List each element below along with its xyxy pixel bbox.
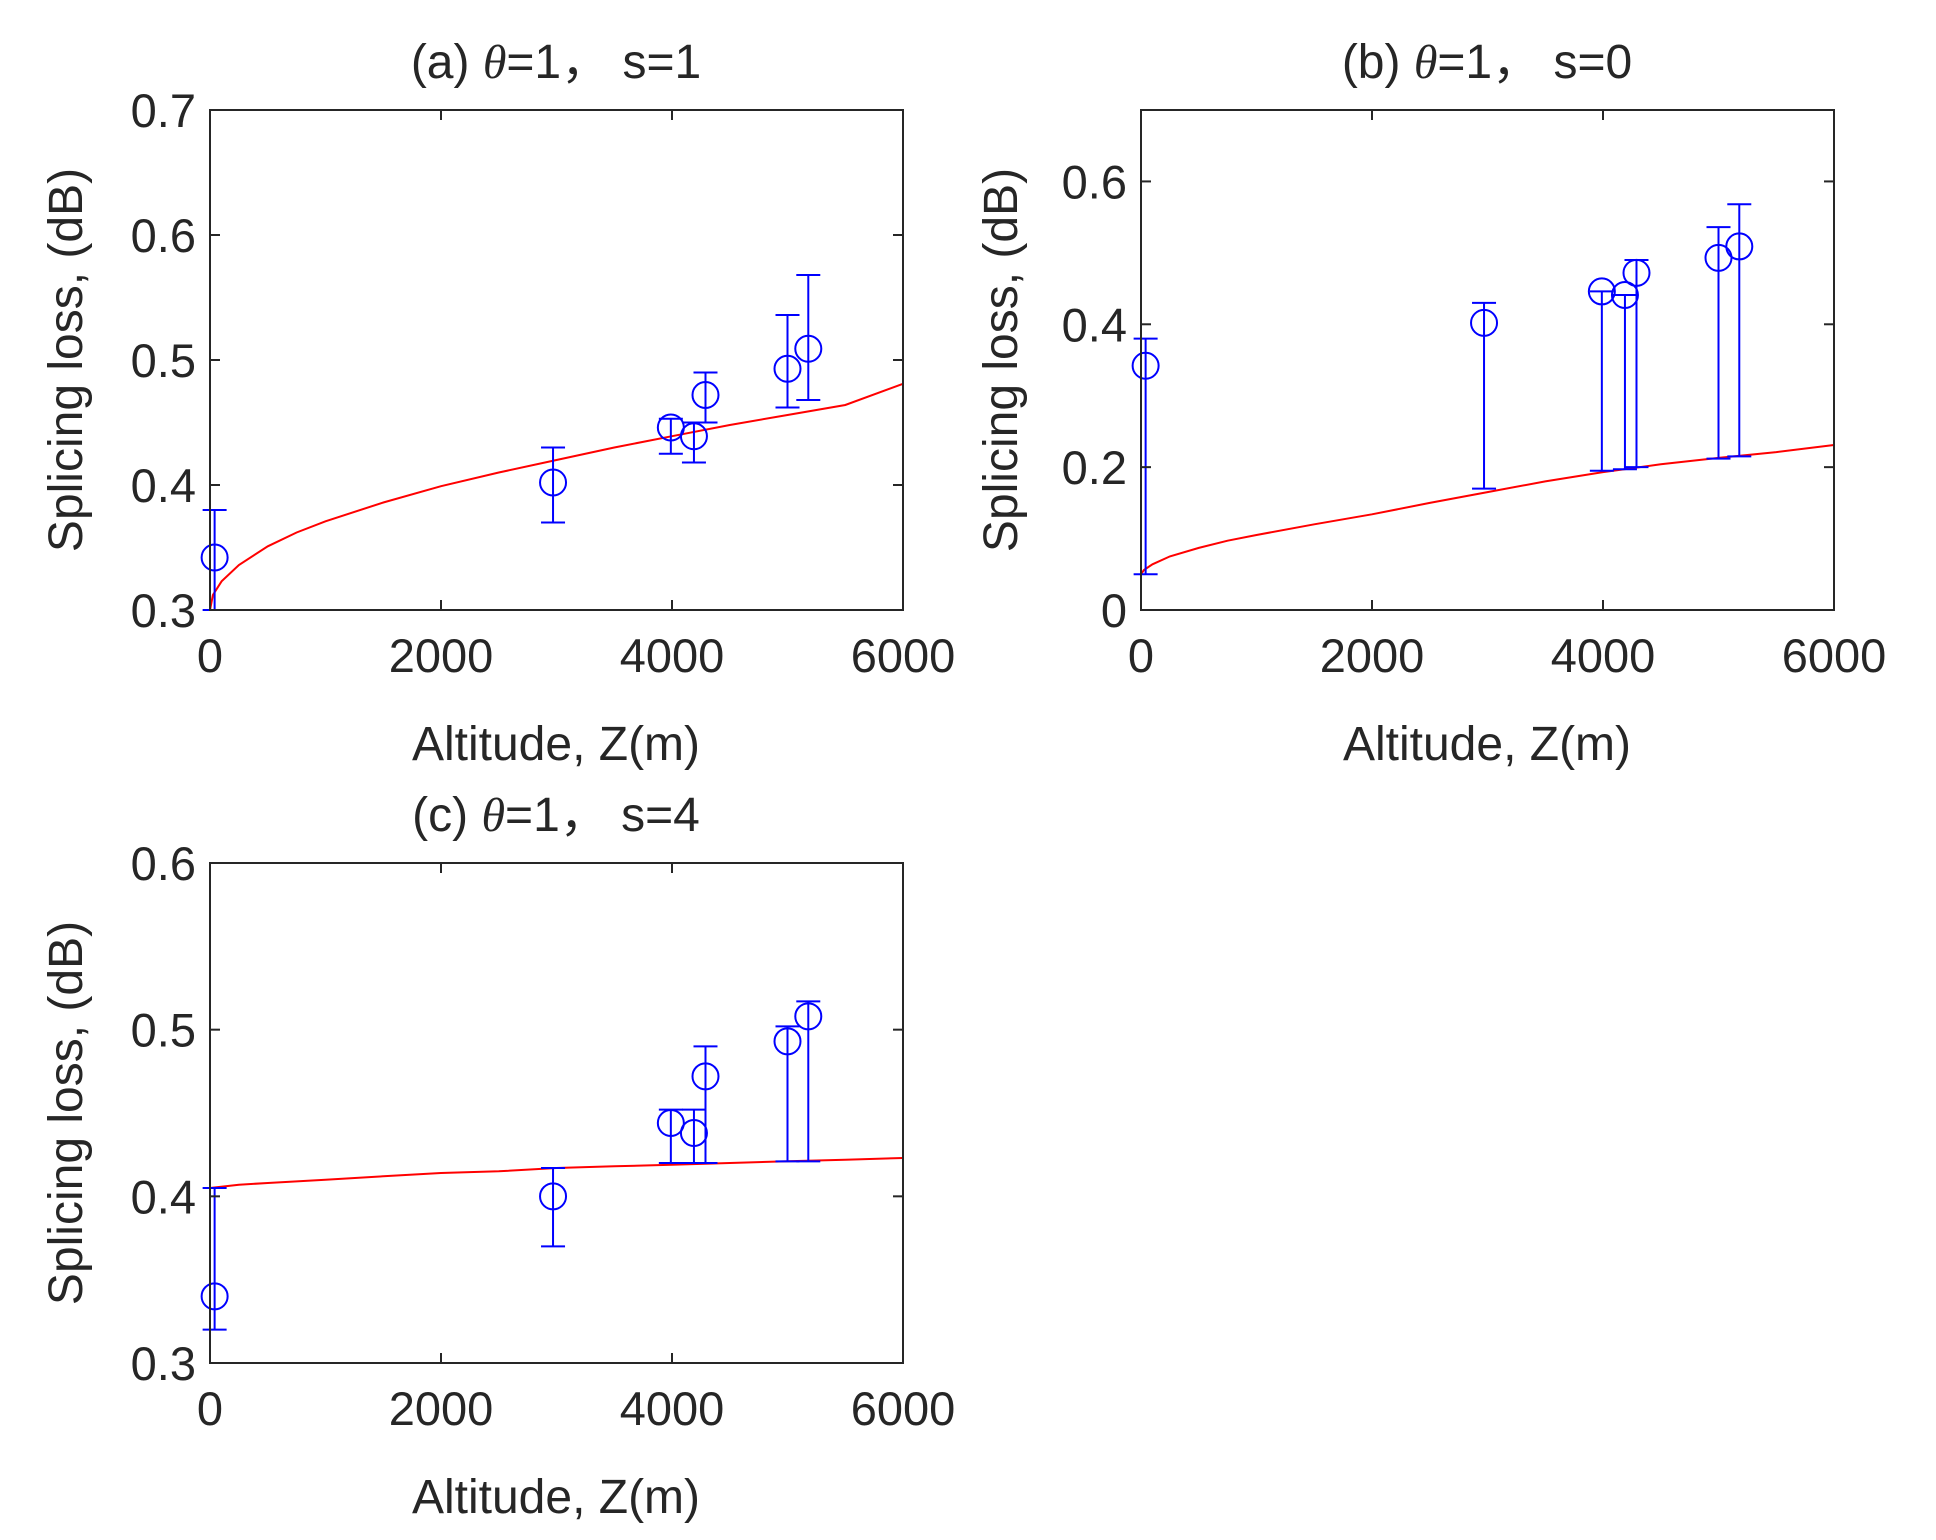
y-tick-label-a: 0.5 [131, 334, 196, 387]
x-tick-label-c: 0 [197, 1382, 223, 1435]
y-tick-label-c: 0.6 [131, 837, 196, 890]
data-point-b [1610, 281, 1639, 309]
x-tick-label-a: 2000 [389, 629, 494, 682]
y-tick-label-a: 0.7 [131, 84, 196, 137]
data-point-c [691, 1062, 720, 1091]
error-bar-c [541, 1167, 566, 1248]
error-bar-c [202, 1187, 227, 1331]
x-tick-label-b: 0 [1128, 629, 1154, 682]
axes-box-c [209, 862, 904, 1364]
data-point-c [656, 1109, 685, 1137]
error-bar-c [796, 1000, 821, 1163]
x-tick-label-b: 2000 [1320, 629, 1425, 682]
error-bar-c [693, 1045, 718, 1164]
fit-curve-a [209, 382, 904, 611]
error-bar-b [1589, 290, 1614, 472]
data-point-b [1587, 277, 1616, 306]
ticks-c: 0 2000 4000 6000 0.3 0.4 0.5 0.6 [131, 837, 956, 1435]
plot-a-marks [200, 274, 904, 611]
panel-b: 0 2000 4000 6000 0 0.2 0.4 0.6 (b) θ=1， s=0 Alt… [975, 36, 1886, 771]
y-tick-label-a: 0.3 [131, 584, 196, 637]
data-point-b [1131, 351, 1160, 380]
x-tick-label-b: 6000 [1782, 629, 1887, 682]
x-tick-label-a: 6000 [851, 629, 956, 682]
y-tick-label-a: 0.6 [131, 209, 196, 262]
x-axis-label-a: Altitude, Z(m) [412, 718, 700, 771]
y-tick-label-b: 0.2 [1062, 441, 1127, 494]
panel-c: 0 2000 4000 6000 0.3 0.4 0.5 0.6 (c) θ=1， s=4 A… [40, 789, 955, 1524]
data-point-c [679, 1119, 708, 1147]
plot-c-marks [200, 1000, 904, 1331]
error-bar-b [1612, 294, 1637, 471]
plot-b-marks [1131, 203, 1835, 576]
y-axis-label-c: Splicing loss, (dB) [40, 921, 93, 1305]
error-bar-b [1472, 301, 1497, 490]
y-axis-label-a: Splicing loss, (dB) [40, 168, 93, 552]
data-point-a [200, 543, 229, 572]
error-bar-a [541, 446, 566, 524]
data-point-c [200, 1282, 229, 1311]
y-tick-label-a: 0.4 [131, 459, 196, 512]
error-bar-a [796, 274, 821, 401]
x-tick-label-c: 6000 [851, 1382, 956, 1435]
y-axis-label-b: Splicing loss, (dB) [975, 168, 1028, 552]
y-tick-label-c: 0.4 [131, 1170, 196, 1223]
x-axis-label-c: Altitude, Z(m) [412, 1471, 700, 1524]
error-bar-a [693, 371, 718, 424]
data-point-a [773, 354, 802, 383]
x-axis-label-b: Altitude, Z(m) [1343, 718, 1631, 771]
error-bar-a [775, 314, 800, 409]
y-tick-label-b: 0 [1101, 584, 1127, 637]
chart-title-b: (b) θ=1， s=0 [1342, 36, 1632, 89]
chart-title-c: (c) θ=1， s=4 [412, 789, 700, 842]
x-tick-label-a: 0 [197, 629, 223, 682]
chart-title-a: (a) θ=1， s=1 [411, 36, 701, 89]
data-point-b [1725, 232, 1754, 261]
axes-box-b [1140, 109, 1835, 611]
data-point-b [1470, 308, 1499, 337]
data-point-c [794, 1002, 823, 1031]
data-point-a [794, 334, 823, 363]
data-point-b [1622, 258, 1651, 287]
x-tick-label-c: 2000 [389, 1382, 494, 1435]
error-bar-b [1706, 226, 1731, 460]
ticks-b: 0 2000 4000 6000 0 0.2 0.4 0.6 [1062, 110, 1887, 682]
error-bar-a [658, 417, 683, 455]
y-tick-label-b: 0.6 [1062, 155, 1127, 208]
y-tick-label-c: 0.5 [131, 1004, 196, 1057]
error-bar-b [1727, 203, 1752, 458]
error-bar-c [775, 1025, 800, 1163]
ticks-a: 0 2000 4000 6000 0.3 0.4 0.5 0.6 0.7 [131, 84, 956, 682]
data-point-c [539, 1182, 568, 1211]
data-point-a [539, 468, 568, 497]
data-point-c [773, 1027, 802, 1056]
x-tick-label-a: 4000 [620, 629, 725, 682]
x-tick-label-b: 4000 [1551, 629, 1656, 682]
panel-a: 0 2000 4000 6000 0.3 0.4 0.5 0.6 0.7 (a) θ=1， s=… [40, 36, 955, 771]
x-tick-label-c: 4000 [620, 1382, 725, 1435]
data-point-a [691, 381, 720, 409]
fit-curve-b [1140, 444, 1835, 575]
y-tick-label-b: 0.4 [1062, 298, 1127, 351]
y-tick-label-c: 0.3 [131, 1337, 196, 1390]
